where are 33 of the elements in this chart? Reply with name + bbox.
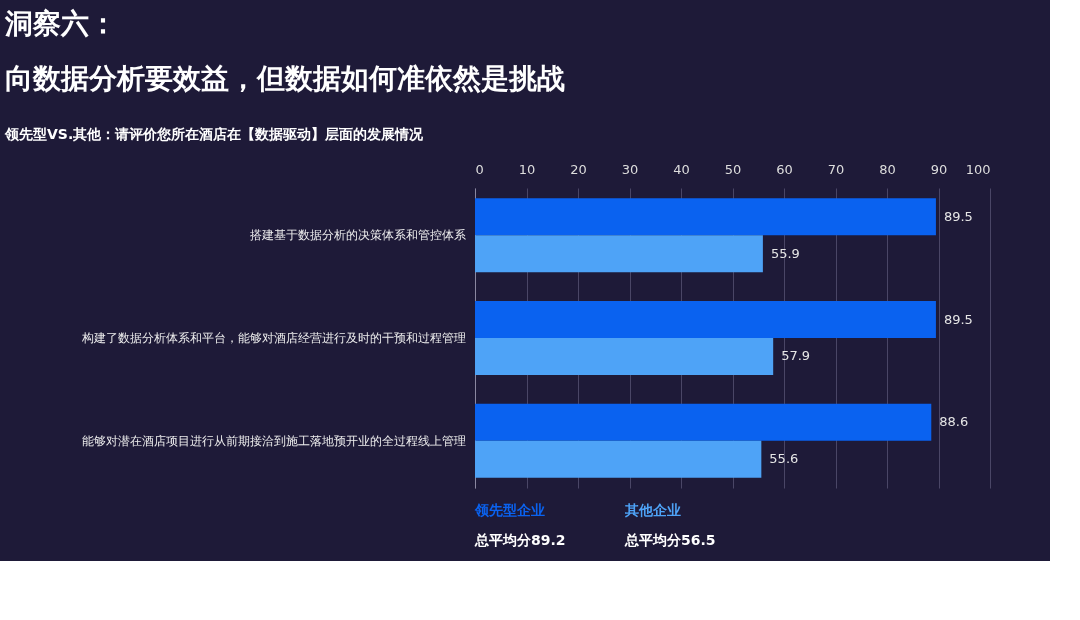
x-tick-label: 30	[621, 161, 639, 177]
bar	[475, 440, 762, 478]
x-tick-label: 80	[879, 161, 896, 177]
x-tick-label: 50	[724, 161, 742, 177]
x-tick-label: 90	[930, 161, 948, 177]
text: 领先型VS.其他：请评价您所在酒店在【数据驱动】层面的发展情况	[4, 126, 425, 142]
bar	[475, 338, 774, 375]
text: 总平均分89.2	[474, 532, 566, 548]
y-tick-label: 搭建基于数据分析的决策体系和管控体系	[249, 228, 466, 243]
chart-subtitle: 向数据分析要效益，但数据如何准依然是挑战	[5, 62, 565, 95]
bar	[475, 198, 936, 236]
y-tick-label: 能够对潜在酒店项目进行从前期接洽到施工落地预开业的全过程线上管理	[81, 433, 466, 448]
data-label: 57.9	[781, 348, 811, 364]
bar	[475, 403, 932, 441]
data-label: 55.9	[770, 245, 800, 261]
y-tick-label: 构建了数据分析体系和平台，能够对酒店经营进行及时的干预和过程管理	[80, 331, 466, 345]
x-tick-label: 20	[570, 161, 587, 177]
bar	[475, 301, 936, 338]
x-tick-label: 100	[965, 161, 991, 177]
data-label: 89.5	[943, 311, 973, 327]
x-tick-label: 70	[827, 161, 845, 177]
x-tick-label: 10	[518, 161, 536, 177]
bar	[475, 235, 763, 273]
data-label: 88.6	[939, 414, 969, 430]
series-label: 其他企业	[624, 502, 681, 518]
data-label: 55.6	[769, 451, 799, 467]
text: 洞察六：	[4, 7, 117, 40]
text: 领先型企业	[474, 502, 545, 518]
data-label: 89.5	[943, 208, 973, 224]
text: 总平均分56.5	[624, 532, 716, 548]
x-tick-label: 60	[776, 161, 793, 177]
x-tick-label: 40	[673, 161, 690, 177]
x-tick-label: 0	[475, 161, 484, 177]
